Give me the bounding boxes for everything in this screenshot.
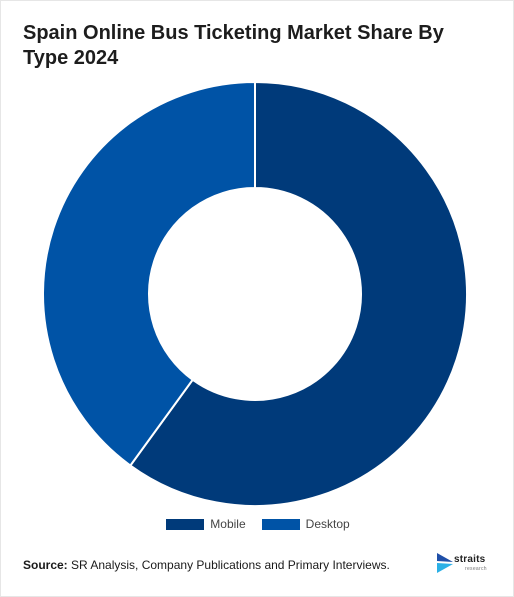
- legend-item-mobile[interactable]: Mobile: [166, 517, 246, 531]
- logo-subtext: research: [465, 566, 487, 572]
- source-text: SR Analysis, Company Publications and Pr…: [67, 558, 390, 572]
- legend-item-desktop[interactable]: Desktop: [261, 517, 350, 531]
- slice-desktop[interactable]: [42, 80, 256, 467]
- source-note: Source: SR Analysis, Company Publication…: [23, 558, 390, 572]
- logo-mark-icon: [437, 553, 453, 573]
- source-label: Source:: [23, 558, 68, 572]
- legend-label-mobile: Mobile: [210, 517, 246, 531]
- chart-title: Spain Online Bus Ticketing Market Share …: [23, 22, 444, 69]
- legend: Mobile Desktop: [1, 517, 514, 531]
- legend-swatch-mobile: [166, 518, 205, 530]
- straits-research-logo: straits research: [437, 551, 497, 577]
- donut-slices: [42, 80, 468, 507]
- logo-text: straits: [454, 554, 486, 565]
- legend-swatch-desktop: [261, 518, 300, 530]
- legend-label-desktop: Desktop: [305, 517, 350, 531]
- slice-mobile[interactable]: [128, 80, 468, 507]
- donut-chart: [42, 80, 468, 507]
